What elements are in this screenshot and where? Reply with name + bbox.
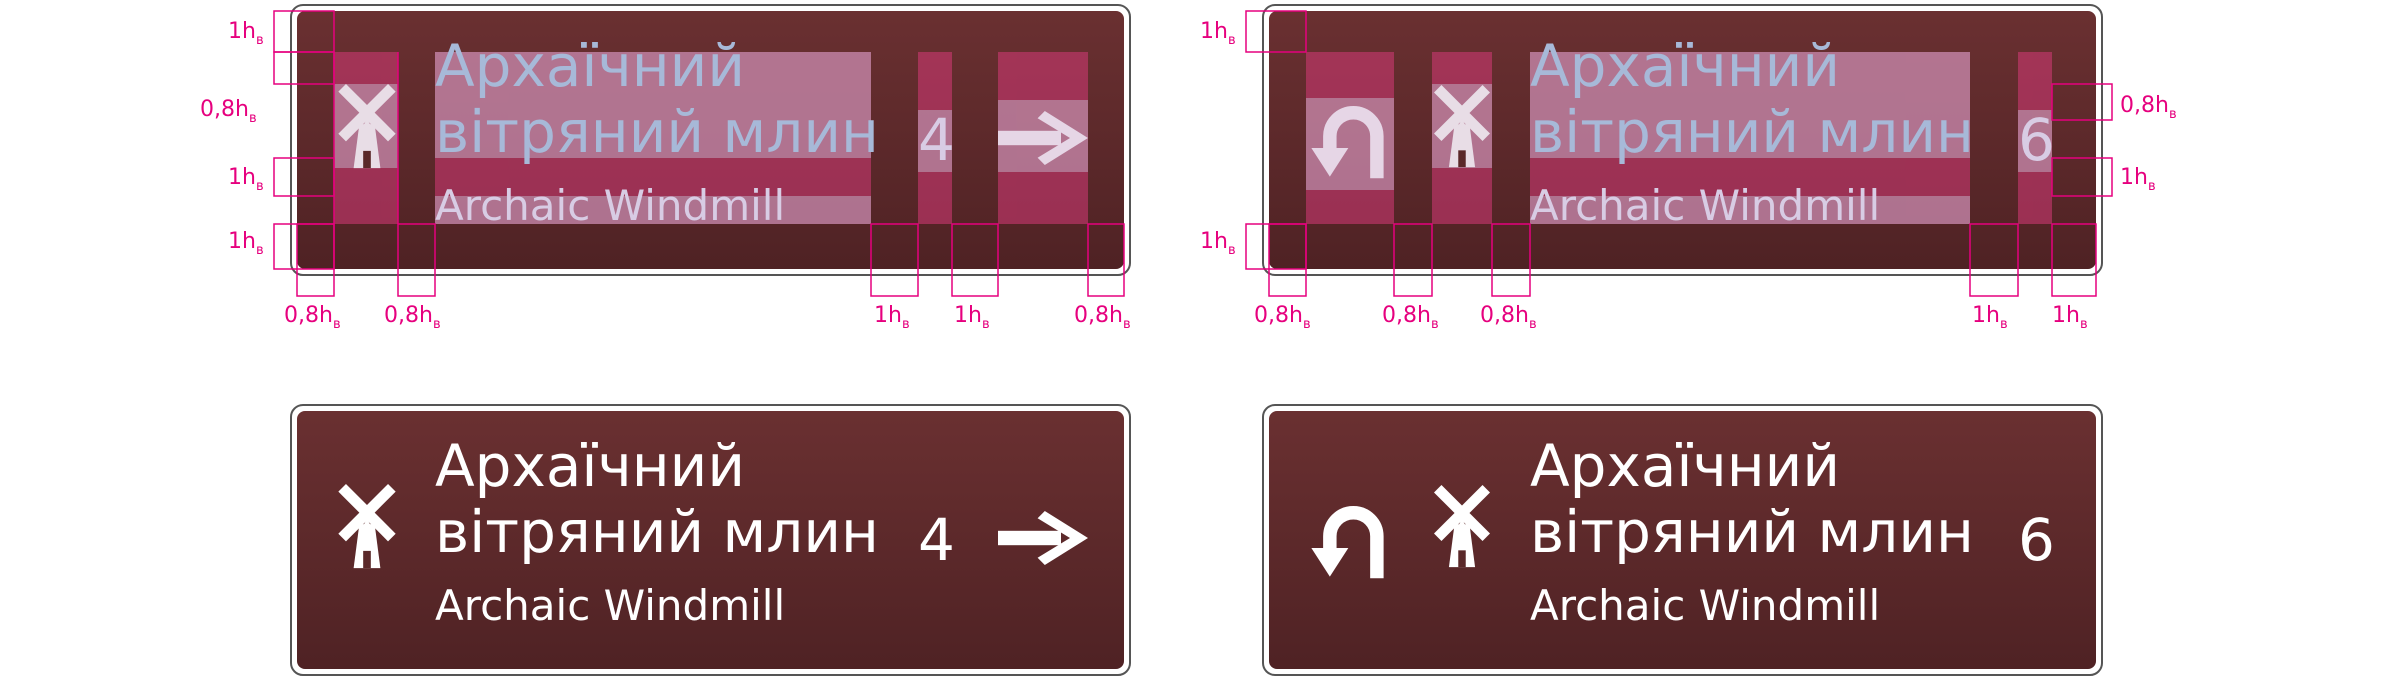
distance: 6	[2018, 106, 2055, 174]
dim-sub: в	[1228, 243, 1236, 258]
dim-sub: в	[1303, 317, 1311, 332]
dim-sub: в	[249, 111, 257, 126]
dim-label-1h: 1h	[228, 165, 256, 190]
final-sign-2: Архаїчний вітряний млин Archaic Windmill…	[1263, 405, 2102, 675]
svg-text:0,8hв: 0,8hв	[2120, 93, 2177, 122]
dim-sub: в	[333, 317, 341, 332]
dim-label-08h: 0,8h	[1254, 303, 1303, 328]
dim-sub: в	[1529, 317, 1537, 332]
dim-label-1h: 1h	[1972, 303, 2000, 328]
title-line2: вітряний млин	[1530, 498, 1974, 566]
annotated-sign-2: Архаїчний вітряний млин Archaic Windmill…	[1263, 5, 2102, 275]
svg-text:0,8hв: 0,8hв	[1074, 303, 1131, 332]
svg-text:1hв: 1hв	[874, 303, 910, 332]
dim-label-1h: 1h	[1200, 19, 1228, 44]
dim-sub: в	[2148, 179, 2156, 194]
subtitle: Archaic Windmill	[1530, 181, 1880, 230]
svg-text:1hв: 1hв	[2052, 303, 2088, 332]
subtitle: Archaic Windmill	[1530, 581, 1880, 630]
svg-text:1hв: 1hв	[1200, 229, 1236, 258]
title-line1: Архаїчний	[435, 432, 745, 500]
title-line2: вітряний млин	[1530, 98, 1974, 166]
title-line1: Архаїчний	[1530, 432, 1840, 500]
dim-sub: в	[1123, 317, 1131, 332]
dim-label-08h: 0,8h	[1382, 303, 1431, 328]
dim-sub: в	[256, 33, 264, 48]
svg-text:0,8hв: 0,8hв	[1254, 303, 1311, 332]
dim-label-1h: 1h	[2052, 303, 2080, 328]
dim-label-08h: 0,8h	[384, 303, 433, 328]
dim-label-1h: 1h	[228, 19, 256, 44]
dim-sub: в	[1431, 317, 1439, 332]
dim-label-08h: 0,8h	[284, 303, 333, 328]
dim-sub: в	[1228, 33, 1236, 48]
svg-text:1hв: 1hв	[954, 303, 990, 332]
dim-label-1h: 1h	[954, 303, 982, 328]
dim-label-08h: 0,8h	[1480, 303, 1529, 328]
distance: 6	[2018, 506, 2055, 574]
dim-sub: в	[902, 317, 910, 332]
dim-label-1h: 1h	[2120, 165, 2148, 190]
dim-label-1h: 1h	[874, 303, 902, 328]
title-line1: Архаїчний	[435, 32, 745, 100]
title-line2: вітряний млин	[435, 498, 879, 566]
subtitle: Archaic Windmill	[435, 181, 785, 230]
annotated-sign-1: Архаїчний вітряний млин Archaic Windmill…	[291, 5, 1130, 275]
dim-label-08h: 0,8h	[1074, 303, 1123, 328]
dim-sub: в	[982, 317, 990, 332]
svg-text:1hв: 1hв	[2120, 165, 2156, 194]
svg-text:0,8hв: 0,8hв	[384, 303, 441, 332]
dim-label-08h: 0,8h	[2120, 93, 2169, 118]
dim-label-1h: 1h	[228, 229, 256, 254]
dim-label-08h: 0,8h	[200, 97, 249, 122]
subtitle: Archaic Windmill	[435, 581, 785, 630]
dim-label-1h: 1h	[1200, 229, 1228, 254]
svg-text:0,8hв: 0,8hв	[200, 97, 257, 126]
svg-text:0,8hв: 0,8hв	[1480, 303, 1537, 332]
distance: 4	[918, 106, 955, 174]
svg-text:1hв: 1hв	[1200, 19, 1236, 48]
svg-text:0,8hв: 0,8hв	[1382, 303, 1439, 332]
svg-text:1hв: 1hв	[228, 165, 264, 194]
dim-sub: в	[2080, 317, 2088, 332]
svg-text:1hв: 1hв	[1972, 303, 2008, 332]
dim-sub: в	[256, 243, 264, 258]
final-sign-1: Архаїчний вітряний млин Archaic Windmill…	[291, 405, 1130, 675]
svg-text:1hв: 1hв	[228, 19, 264, 48]
dim-sub: в	[433, 317, 441, 332]
title-line1: Архаїчний	[1530, 32, 1840, 100]
dim-sub: в	[256, 179, 264, 194]
distance: 4	[918, 506, 955, 574]
svg-text:0,8hв: 0,8hв	[284, 303, 341, 332]
svg-text:1hв: 1hв	[228, 229, 264, 258]
dim-sub: в	[2000, 317, 2008, 332]
dim-sub: в	[2169, 107, 2177, 122]
title-line2: вітряний млин	[435, 98, 879, 166]
